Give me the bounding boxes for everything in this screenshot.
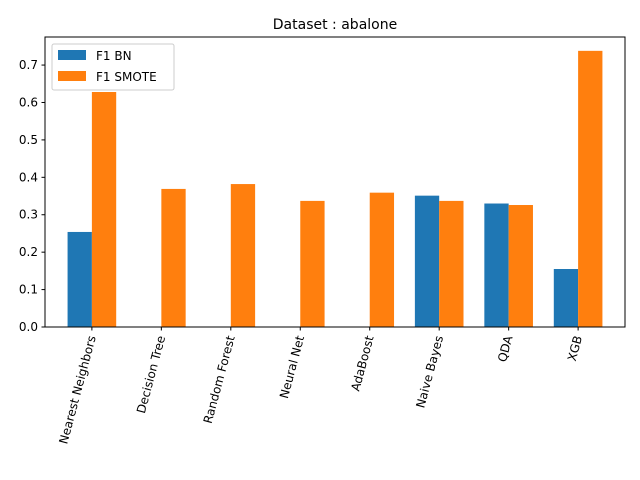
bar-f1-smote-0 (91, 92, 117, 327)
bar-f1-bn-5 (414, 195, 440, 327)
bar-f1-bn-0 (67, 231, 92, 327)
x-tick-label: Neural Net (277, 334, 307, 400)
bar-f1-smote-1 (161, 188, 186, 327)
legend: F1 BN F1 SMOTE (51, 43, 175, 91)
y-tick-label: 0.2 (19, 245, 38, 259)
x-tick-label: Decision Tree (134, 334, 168, 415)
bars-group (67, 50, 603, 328)
y-axis: 0.0 0.1 0.2 0.3 0.4 0.5 0.6 0.7 (19, 58, 45, 334)
legend-swatch-f1-smote (58, 71, 86, 81)
y-tick-label: 0.4 (19, 170, 38, 184)
bar-f1-bn-7 (553, 269, 579, 327)
x-tick-label: QDA (495, 333, 516, 363)
y-tick-label: 0.7 (19, 58, 38, 72)
x-tick-label: Nearest Neighbors (56, 334, 98, 445)
bar-f1-smote-2 (230, 184, 256, 327)
legend-swatch-f1-bn (58, 50, 86, 60)
bar-f1-smote-6 (508, 205, 533, 327)
x-tick-label: Random Forest (201, 334, 238, 425)
x-tick-label: AdaBoost (348, 334, 376, 393)
legend-label-f1-smote: F1 SMOTE (96, 70, 157, 84)
y-tick-label: 0.0 (19, 320, 38, 334)
bar-f1-smote-7 (578, 50, 603, 328)
bar-f1-smote-5 (439, 200, 464, 327)
bar-f1-smote-4 (369, 192, 395, 327)
plot-frame (44, 36, 626, 328)
y-tick-label: 0.3 (19, 208, 38, 222)
legend-label-f1-bn: F1 BN (96, 49, 132, 63)
bar-f1-bn-6 (484, 203, 509, 327)
y-tick-label: 0.1 (19, 283, 38, 297)
chart-title: Dataset : abalone (273, 17, 397, 33)
x-tick-label: Naive Bayes (413, 334, 446, 409)
y-tick-label: 0.5 (19, 133, 38, 147)
y-tick-label: 0.6 (19, 95, 38, 109)
x-tick-label: XGB (565, 334, 585, 363)
bar-f1-smote-3 (300, 200, 325, 327)
x-axis: Nearest Neighbors Decision Tree Random For… (56, 327, 585, 446)
